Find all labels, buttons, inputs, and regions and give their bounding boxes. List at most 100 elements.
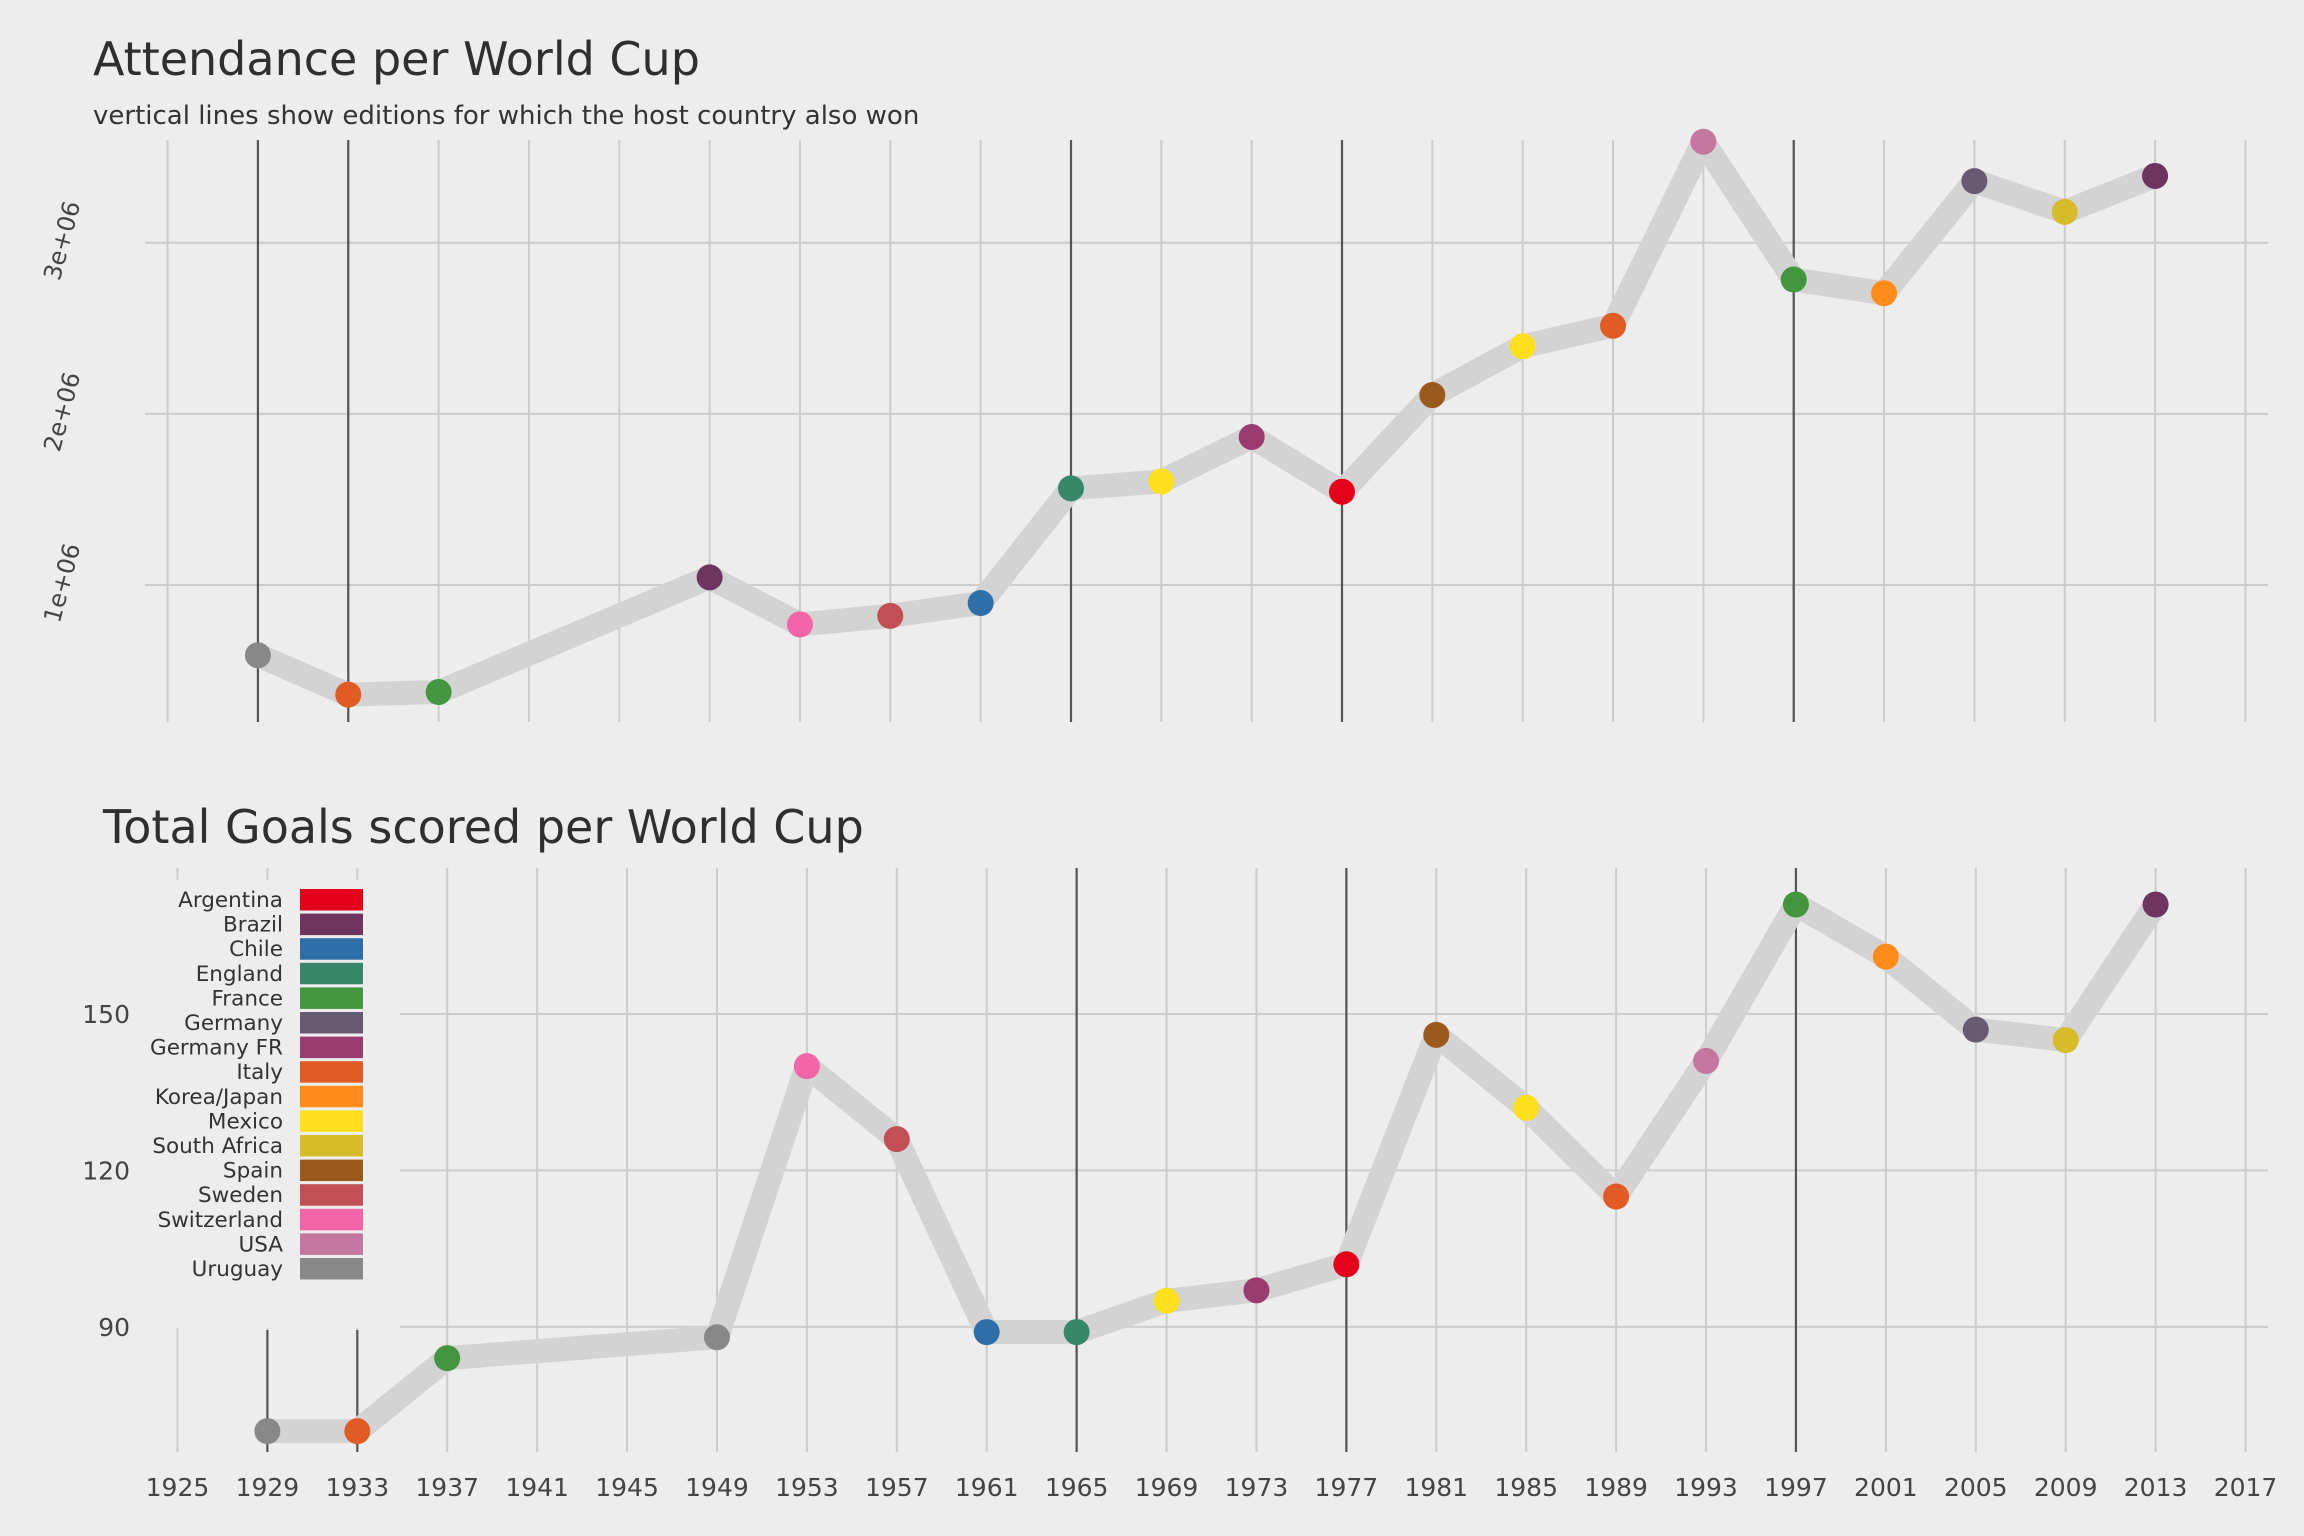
x-tick-label: 1957 xyxy=(865,1473,929,1502)
x-tick-label: 1989 xyxy=(1584,1473,1648,1502)
point-2001 xyxy=(1872,943,1899,970)
legend-swatch xyxy=(300,1036,363,1059)
legend-swatch xyxy=(300,913,363,936)
x-tick-label: 1941 xyxy=(505,1473,569,1502)
x-tick-label: 2009 xyxy=(2034,1473,2098,1502)
x-tick-label: 1945 xyxy=(595,1473,659,1502)
legend-label: Uruguay xyxy=(192,1257,284,1282)
x-tick-label: 2005 xyxy=(1944,1473,2008,1502)
y-tick-label: 90 xyxy=(98,1313,130,1342)
legend-swatch xyxy=(300,938,363,960)
x-tick-label: 1985 xyxy=(1494,1473,1558,1502)
attendance-points xyxy=(244,128,2169,708)
legend-label: France xyxy=(212,986,284,1011)
legend-label: Korea/Japan xyxy=(155,1085,283,1110)
point-1933 xyxy=(344,1418,371,1445)
legend-swatch xyxy=(300,962,363,985)
x-tick-label: 1973 xyxy=(1225,1473,1289,1502)
x-tick-label: 1925 xyxy=(146,1473,210,1502)
legend-label: Italy xyxy=(236,1060,283,1085)
point-1929 xyxy=(254,1418,281,1445)
legend-label: South Africa xyxy=(152,1134,283,1159)
legend-swatch xyxy=(300,1233,363,1255)
point-2009 xyxy=(2052,1027,2079,1054)
x-tick-label: 1953 xyxy=(775,1473,839,1502)
point-1997 xyxy=(1780,266,1807,293)
point-1961 xyxy=(967,590,994,617)
point-2005 xyxy=(1961,168,1988,195)
goals-panel: Total Goals scored per World Cup 90 120 15… xyxy=(82,800,2277,1502)
legend-label: Germany FR xyxy=(150,1036,283,1061)
point-1965 xyxy=(1057,475,1084,502)
legend-swatch xyxy=(300,1135,363,1157)
point-1957 xyxy=(877,602,904,629)
x-tick-label: 1997 xyxy=(1764,1473,1828,1502)
point-1977 xyxy=(1329,478,1356,505)
x-tick-label: 1969 xyxy=(1135,1473,1199,1502)
point-1949 xyxy=(696,564,723,591)
x-tick-label: 1937 xyxy=(415,1473,479,1502)
point-1933 xyxy=(335,681,362,708)
point-2009 xyxy=(2051,198,2078,225)
x-tick-label: 2017 xyxy=(2214,1473,2278,1502)
point-1989 xyxy=(1600,312,1627,339)
point-1985 xyxy=(1513,1094,1540,1121)
legend-label: Brazil xyxy=(223,913,283,938)
legend-label: Argentina xyxy=(178,888,283,913)
point-1953 xyxy=(793,1053,820,1080)
legend-swatch xyxy=(300,987,363,1009)
point-1965 xyxy=(1063,1319,1090,1346)
x-tick-label: 1981 xyxy=(1404,1473,1468,1502)
point-2013 xyxy=(2142,891,2169,918)
point-1929 xyxy=(244,642,271,669)
point-1937 xyxy=(434,1345,461,1372)
legend-label: Mexico xyxy=(208,1109,283,1134)
legend-swatch xyxy=(300,1184,363,1206)
x-tick-label: 1961 xyxy=(955,1473,1019,1502)
point-1993 xyxy=(1693,1047,1720,1074)
legend-label: Chile xyxy=(229,937,283,962)
point-1997 xyxy=(1782,891,1809,918)
x-tick-label: 1965 xyxy=(1045,1473,1109,1502)
x-tick-label: 1933 xyxy=(325,1473,389,1502)
legend-swatch xyxy=(300,1258,363,1280)
legend-swatch xyxy=(300,1012,363,1034)
goals-points xyxy=(254,891,2169,1445)
y-tick-label: 120 xyxy=(82,1156,130,1185)
x-tick-label: 2001 xyxy=(1854,1473,1918,1502)
x-tick-label: 1993 xyxy=(1674,1473,1738,1502)
point-2013 xyxy=(2142,162,2169,189)
point-2001 xyxy=(1871,280,1898,307)
legend-label: Switzerland xyxy=(158,1208,283,1233)
point-1985 xyxy=(1509,333,1536,360)
point-1993 xyxy=(1690,128,1717,155)
goals-x-tick-labels: 1925 1929 1933 1937 1941 1945 1949 1953 1957 1961… xyxy=(146,1473,2278,1502)
x-tick-label: 1929 xyxy=(236,1473,300,1502)
legend-swatch xyxy=(300,1085,363,1108)
legend-swatch xyxy=(300,1208,363,1231)
y-tick-label: 150 xyxy=(82,1000,130,1029)
attendance-trail xyxy=(245,129,2168,707)
point-1957 xyxy=(883,1126,910,1153)
point-1989 xyxy=(1603,1183,1630,1210)
goals-trail xyxy=(255,892,2168,1444)
legend-label: England xyxy=(196,962,283,987)
legend-swatch xyxy=(300,1110,363,1132)
point-1977 xyxy=(1333,1251,1360,1278)
legend-label: Sweden xyxy=(198,1183,283,1208)
attendance-host-win-lines xyxy=(256,140,1795,722)
legend-swatch xyxy=(300,889,363,911)
goals-y-tick-labels: 90 120 150 xyxy=(82,1000,130,1342)
point-2005 xyxy=(1962,1016,1989,1043)
legend-swatch xyxy=(300,1061,363,1083)
legend-label: Germany xyxy=(184,1011,283,1036)
point-1961 xyxy=(973,1319,1000,1346)
point-1937 xyxy=(425,679,452,706)
attendance-title: Attendance per World Cup xyxy=(93,32,700,86)
goals-host-win-lines xyxy=(266,868,1798,1452)
point-1981 xyxy=(1423,1021,1450,1048)
point-1969 xyxy=(1153,1287,1180,1314)
point-1953 xyxy=(786,611,813,638)
goals-title: Total Goals scored per World Cup xyxy=(102,800,864,854)
x-tick-label: 1949 xyxy=(685,1473,749,1502)
